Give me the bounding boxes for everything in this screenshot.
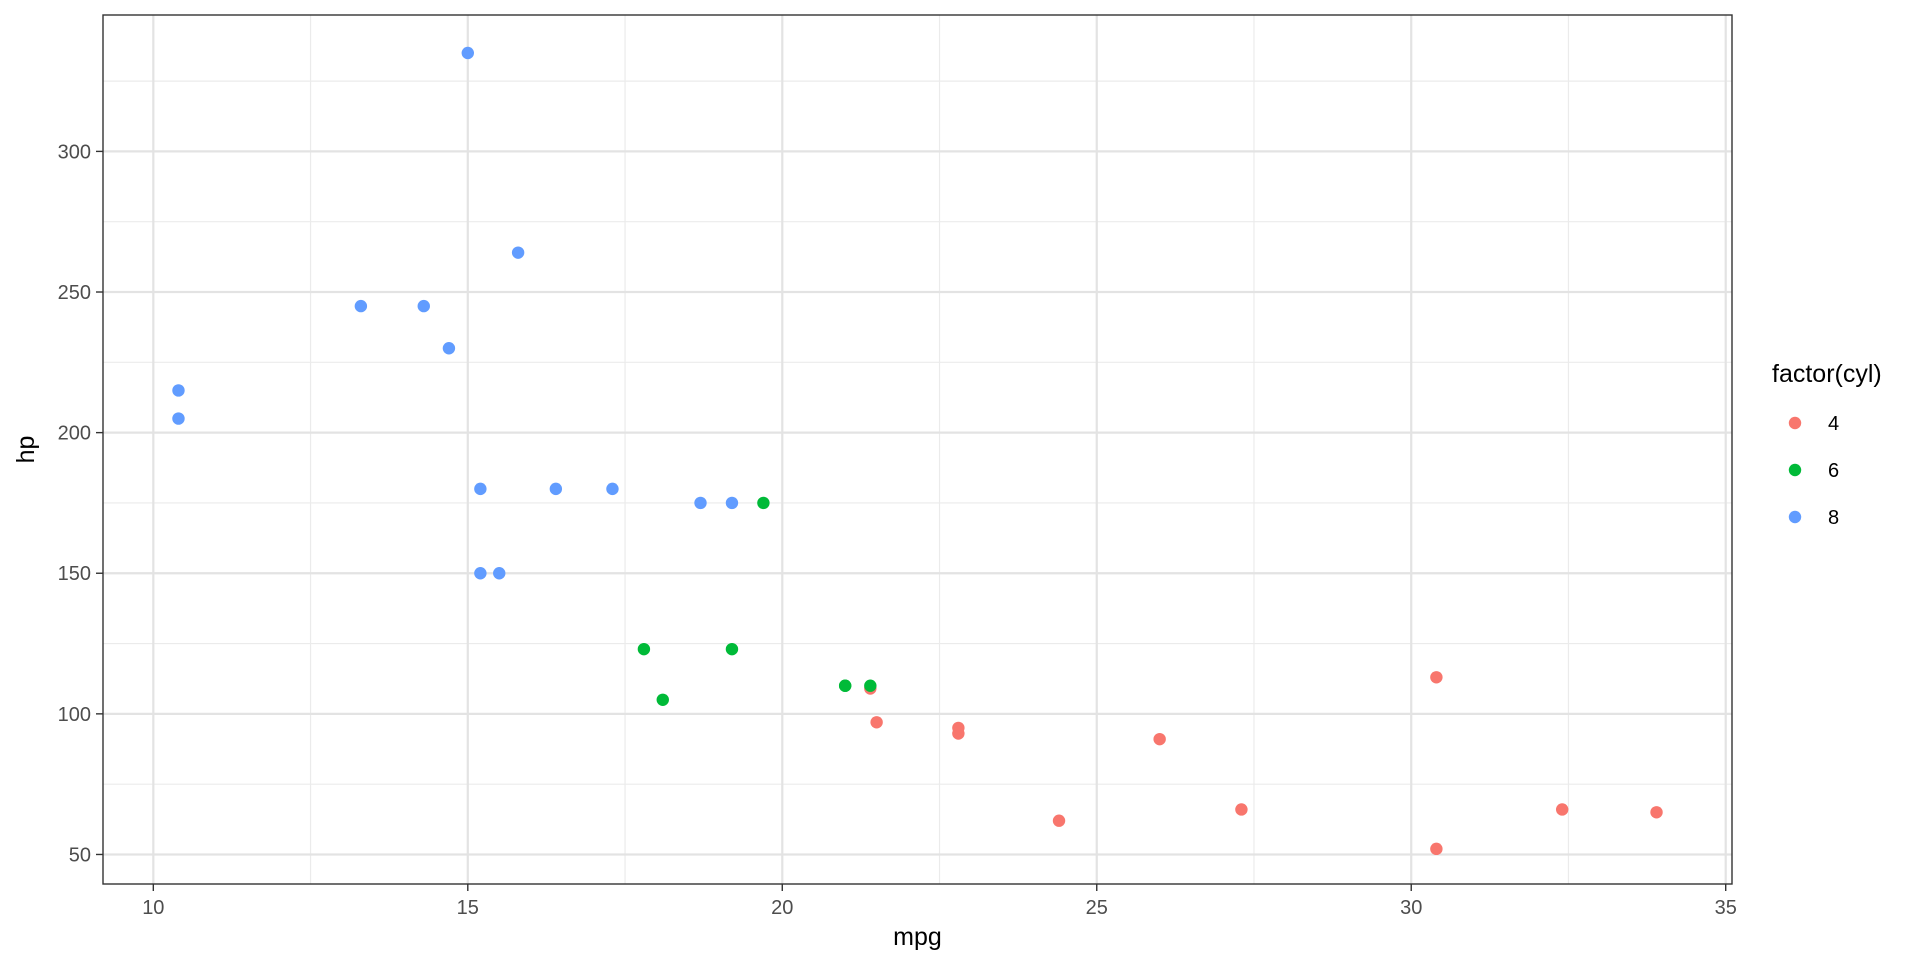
- data-point-cyl-8: [606, 482, 619, 496]
- legend-label-cyl-4: 4: [1828, 413, 1839, 435]
- data-point-cyl-8: [172, 384, 185, 397]
- legend: factor(cyl) 4 6 8: [1772, 360, 1882, 529]
- data-point-cyl-4: [1430, 842, 1443, 856]
- x-axis-ticks: 10 15 20 25 30 35: [142, 884, 1737, 919]
- data-point-cyl-8: [417, 299, 430, 313]
- legend-key-cyl-6: [1788, 463, 1802, 477]
- y-tick-label: 100: [58, 704, 91, 726]
- y-tick-label: 300: [58, 141, 91, 163]
- y-axis-title: hp: [12, 436, 40, 464]
- data-point-cyl-8: [725, 496, 739, 510]
- data-point-cyl-4: [1235, 803, 1248, 816]
- data-point-cyl-8: [474, 567, 487, 580]
- data-point-cyl-8: [461, 46, 474, 60]
- data-point-cyl-8: [694, 496, 707, 510]
- x-tick-label: 30: [1400, 897, 1422, 919]
- x-tick-label: 15: [457, 897, 479, 919]
- data-points: [172, 46, 1663, 856]
- data-point-cyl-4: [952, 721, 965, 735]
- data-point-cyl-4: [870, 716, 883, 729]
- legend-key-cyl-4: [1788, 416, 1802, 430]
- data-point-cyl-8: [511, 246, 525, 259]
- y-tick-label: 250: [58, 282, 91, 304]
- legend-label-cyl-6: 6: [1828, 460, 1839, 482]
- x-tick-label: 35: [1715, 897, 1737, 919]
- y-axis-ticks: 50 100 150 200 250 300: [58, 141, 103, 866]
- x-axis-title: mpg: [893, 923, 942, 951]
- y-tick-label: 150: [58, 563, 91, 585]
- data-point-cyl-6: [725, 642, 739, 656]
- x-tick-label: 20: [771, 897, 793, 919]
- minor-gridlines: [103, 15, 1732, 884]
- data-point-cyl-6: [838, 679, 852, 692]
- legend-title: factor(cyl): [1772, 360, 1882, 388]
- data-point-cyl-6: [757, 496, 770, 510]
- data-point-cyl-8: [442, 342, 456, 355]
- data-point-cyl-4: [1430, 671, 1443, 684]
- data-point-cyl-8: [172, 412, 185, 425]
- data-point-cyl-4: [1650, 806, 1663, 819]
- legend-label-cyl-8: 8: [1828, 507, 1839, 529]
- data-point-cyl-8: [493, 567, 506, 580]
- y-tick-label: 200: [58, 423, 91, 445]
- data-point-cyl-8: [549, 482, 563, 496]
- data-point-cyl-4: [1153, 732, 1166, 746]
- data-point-cyl-8: [354, 299, 368, 313]
- data-point-cyl-4: [1555, 803, 1569, 816]
- x-tick-label: 25: [1086, 897, 1108, 919]
- y-tick-label: 50: [69, 844, 91, 866]
- major-gridlines: [103, 15, 1732, 884]
- data-point-cyl-6: [656, 693, 669, 706]
- data-point-cyl-8: [474, 482, 487, 496]
- legend-key-cyl-8: [1788, 510, 1802, 524]
- data-point-cyl-6: [637, 642, 651, 656]
- data-point-cyl-6: [864, 679, 877, 692]
- data-point-cyl-4: [1052, 814, 1066, 827]
- x-tick-label: 10: [142, 897, 164, 919]
- legend-items: 4 6 8: [1788, 413, 1839, 529]
- panel-border: [102, 14, 1733, 885]
